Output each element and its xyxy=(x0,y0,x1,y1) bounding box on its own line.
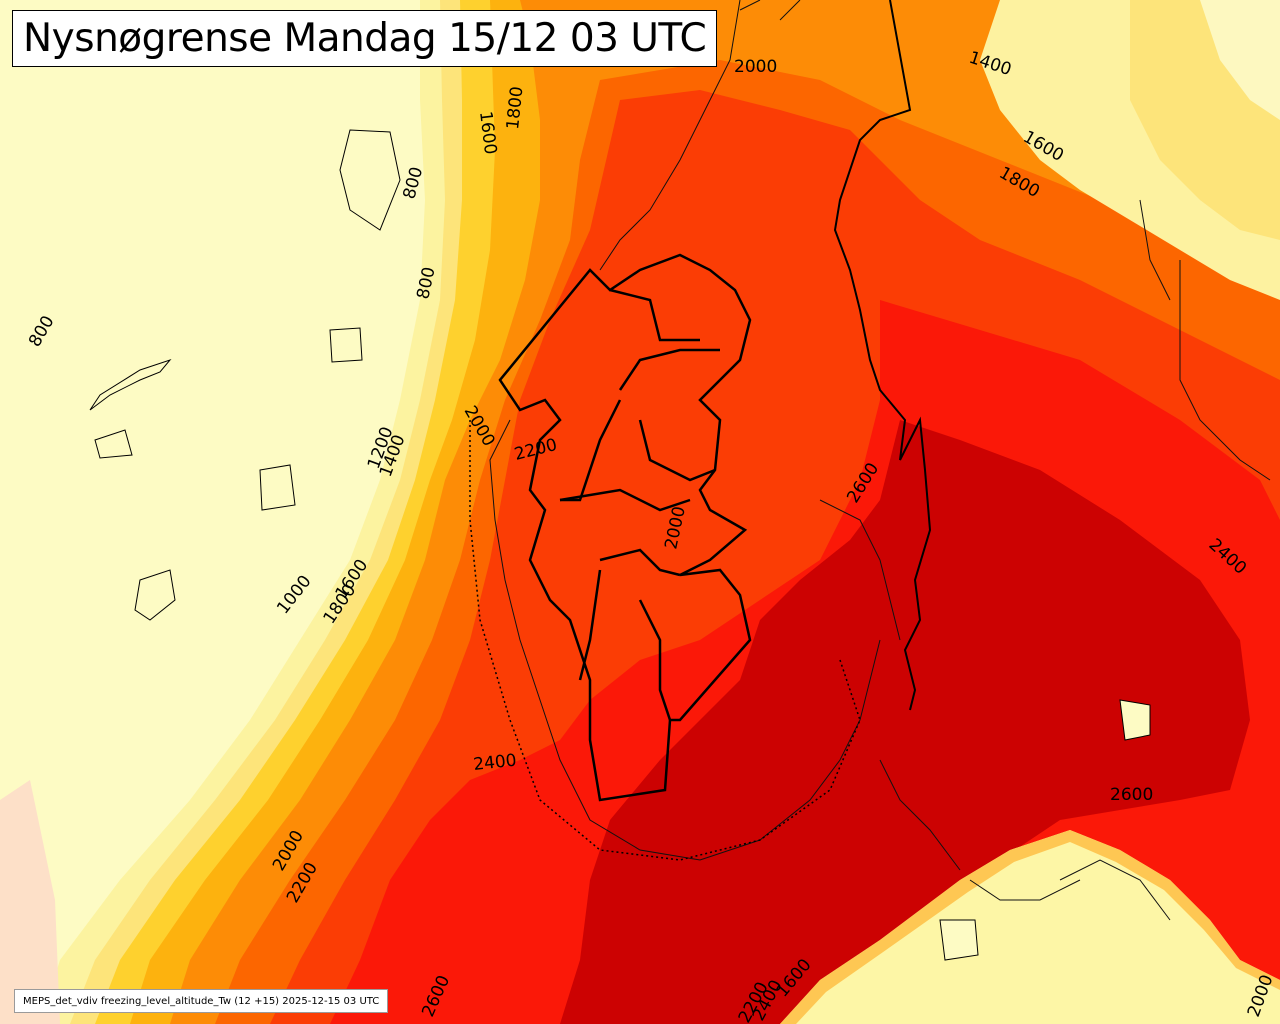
map-title: Nysnøgrense Mandag 15/12 03 UTC xyxy=(23,16,707,61)
contour-label: 1800 xyxy=(503,85,527,130)
map-footer-box: MEPS_det_vdiv freezing_level_altitude_Tw… xyxy=(14,989,389,1013)
band-southeast-edge xyxy=(780,830,1280,1024)
band-northeast-tip xyxy=(1200,0,1280,120)
coastlines xyxy=(489,0,1271,921)
band-southwest-edge xyxy=(0,780,60,1024)
dotted-boundary xyxy=(469,420,861,861)
band-2600-plus xyxy=(560,420,1250,1024)
contour-label: 2400 xyxy=(472,751,517,775)
contour-label: 2000 xyxy=(734,57,777,77)
contour-label: 2600 xyxy=(1110,785,1153,805)
map-title-box: Nysnøgrense Mandag 15/12 03 UTC xyxy=(12,10,718,67)
islands xyxy=(89,129,1151,961)
map-footer: MEPS_det_vdiv freezing_level_altitude_Tw… xyxy=(23,995,380,1007)
norway-borders xyxy=(498,253,752,802)
national-borders xyxy=(833,0,932,711)
